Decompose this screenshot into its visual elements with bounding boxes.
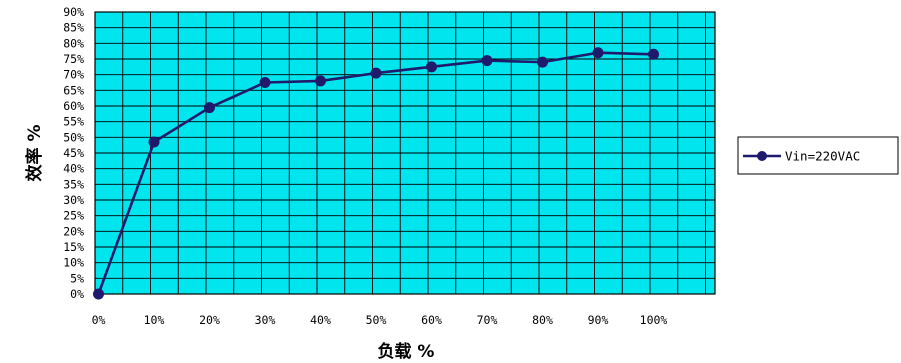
- y-tick-label: 35%: [63, 177, 84, 191]
- y-tick-label: 55%: [63, 115, 84, 129]
- data-point: [204, 102, 215, 114]
- y-tick-label: 20%: [63, 224, 84, 238]
- y-tick-label: 50%: [63, 130, 84, 144]
- data-point: [648, 48, 659, 60]
- y-tick-label: 40%: [63, 162, 84, 176]
- legend: Vin=220VAC: [737, 136, 899, 175]
- data-point: [592, 47, 604, 59]
- y-tick-label: 65%: [63, 83, 84, 97]
- x-tick-label: 80%: [532, 313, 553, 327]
- x-tick-label: 50%: [366, 313, 387, 327]
- y-tick-label: 10%: [63, 256, 84, 270]
- y-tick-label: 85%: [63, 21, 84, 35]
- x-tick-label: 90%: [588, 313, 609, 327]
- x-tick-label: 0%: [92, 313, 106, 327]
- y-tick-labels: 0% 5%10% 15% 20%25% 30% 35%40% 45% 50%55% 60% 65%…: [63, 5, 84, 301]
- data-point: [370, 67, 382, 79]
- x-tick-label: 100%: [640, 313, 668, 327]
- y-tick-label: 70%: [63, 68, 84, 82]
- data-point: [93, 288, 104, 300]
- y-tick-label: 30%: [63, 193, 84, 207]
- y-tick-label: 80%: [63, 36, 84, 50]
- y-tick-label: 5%: [70, 271, 84, 285]
- x-axis-title: 负载 %: [378, 341, 435, 362]
- legend-marker: [757, 151, 767, 161]
- legend-label: Vin=220VAC: [785, 149, 860, 164]
- y-tick-label: 75%: [63, 52, 84, 66]
- x-tick-label: 40%: [310, 313, 331, 327]
- data-point: [537, 56, 548, 68]
- data-point: [148, 136, 160, 148]
- data-point: [315, 75, 326, 87]
- y-tick-label: 15%: [63, 240, 84, 254]
- y-tick-label: 25%: [63, 209, 84, 223]
- y-tick-label: 90%: [63, 5, 84, 19]
- data-point: [259, 77, 271, 88]
- data-point: [481, 55, 493, 67]
- x-tick-label: 70%: [477, 313, 498, 327]
- y-axis-title: 效率 %: [24, 125, 45, 182]
- y-tick-label: 45%: [63, 146, 84, 160]
- y-tick-label: 0%: [70, 287, 84, 301]
- x-tick-labels: 0% 10% 20% 30% 40% 50% 60% 70% 80% 90% 100%: [92, 313, 668, 327]
- data-point: [426, 61, 437, 73]
- x-tick-label: 60%: [421, 313, 442, 327]
- x-tick-label: 30%: [255, 313, 276, 327]
- series-layer: [93, 47, 659, 300]
- x-tick-label: 20%: [199, 313, 220, 327]
- x-tick-label: 10%: [144, 313, 165, 327]
- y-tick-label: 60%: [63, 99, 84, 113]
